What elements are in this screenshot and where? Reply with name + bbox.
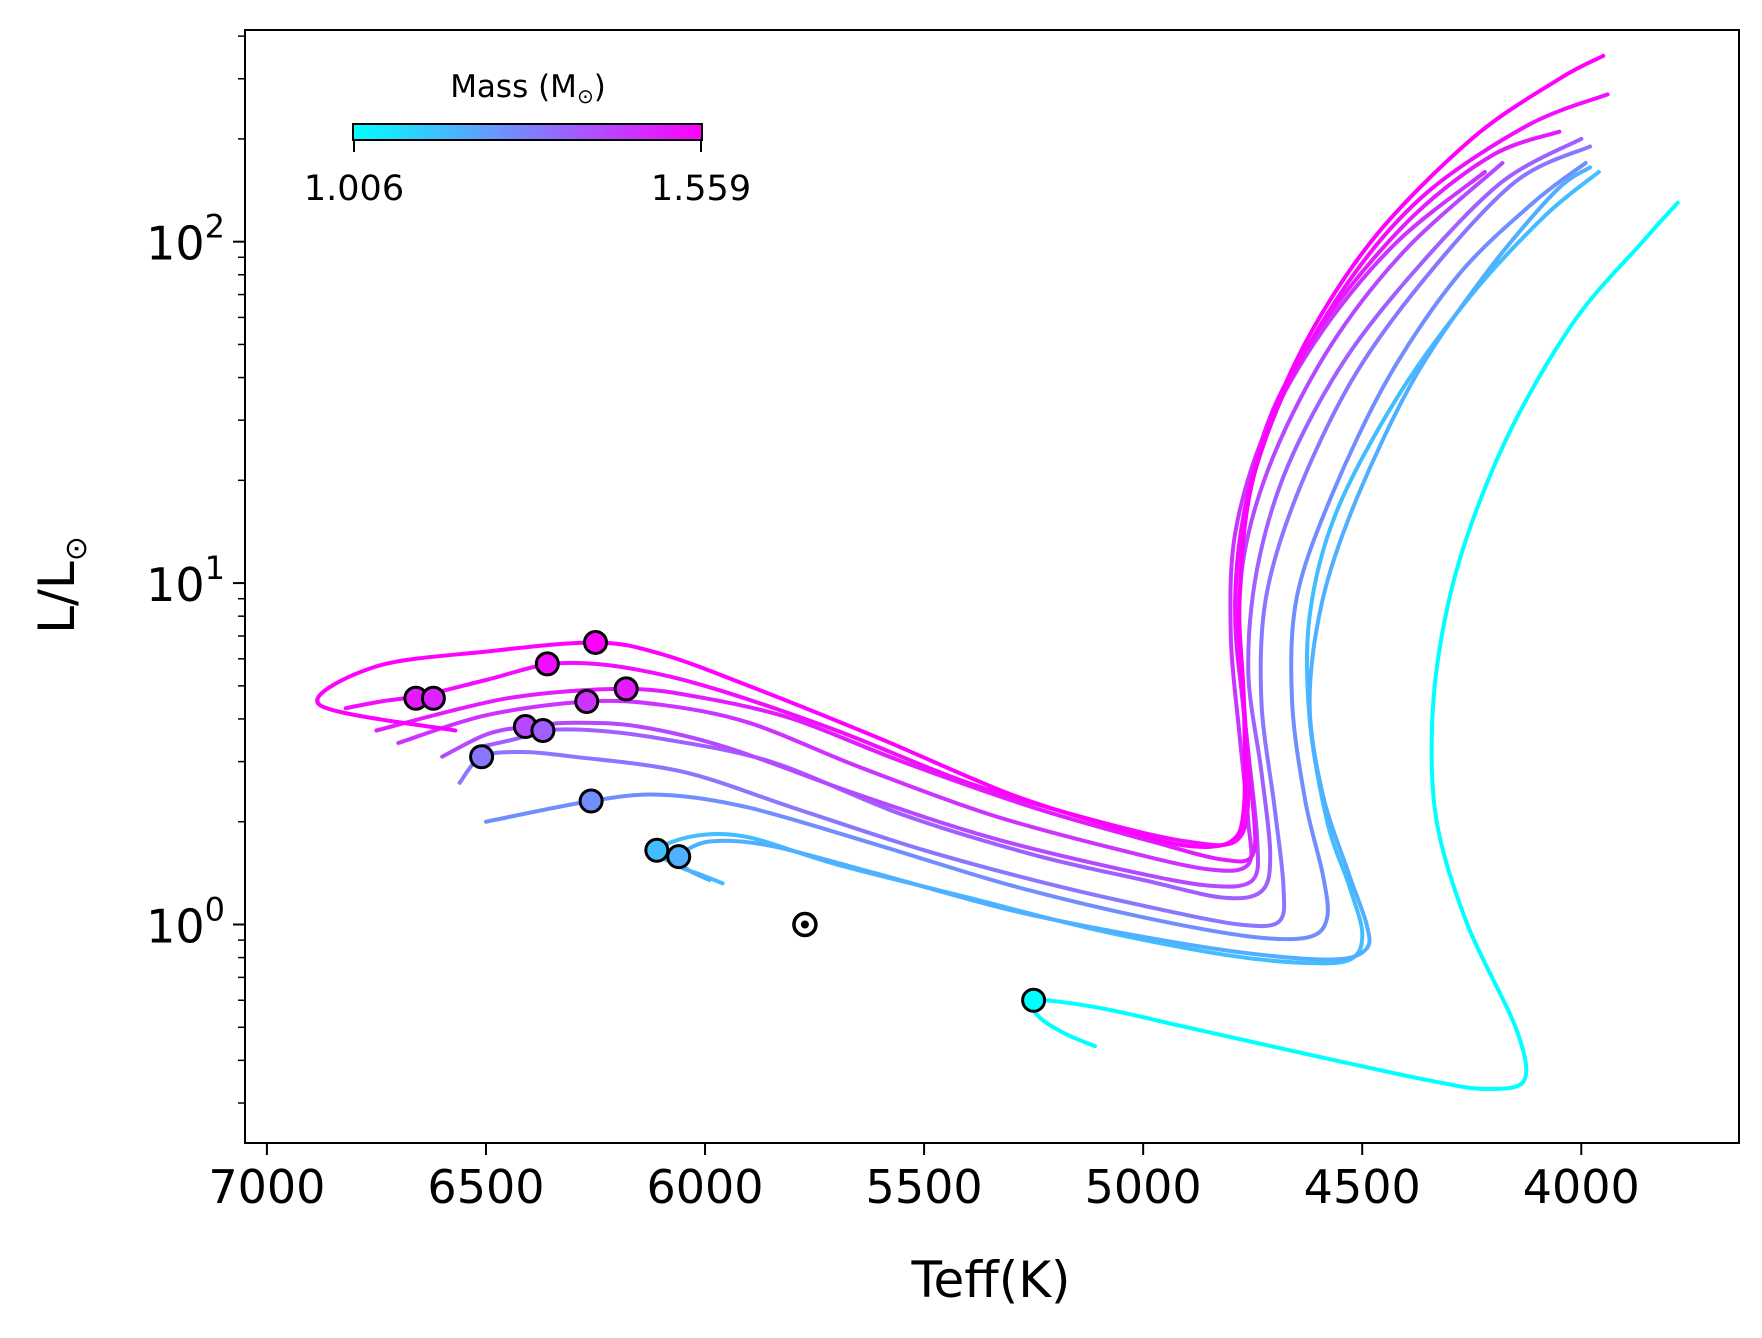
track-start-marker	[613, 676, 639, 702]
track-start-marker	[469, 744, 495, 770]
colorbar: Mass (M⊙) 1.006 1.559	[304, 69, 751, 209]
colorbar-max-label: 1.559	[651, 169, 751, 209]
x-tick-label: 5000	[1085, 1160, 1202, 1214]
track-m1.35	[475, 136, 1584, 901]
x-tick-label: 5500	[866, 1160, 983, 1214]
track-start-marker	[666, 844, 692, 870]
plot-area	[244, 29, 1740, 1144]
track-start-marker	[420, 685, 446, 711]
track-m1.40	[440, 161, 1505, 889]
colorbar-min-label: 1.006	[304, 169, 404, 209]
sun-symbol	[792, 911, 818, 938]
evolution-tracks	[315, 53, 1680, 1091]
x-tick-label: 7000	[208, 1160, 325, 1214]
x-tick-label: 4500	[1304, 1160, 1421, 1214]
y-tick-label: 101	[146, 549, 225, 612]
track-start-marker	[1021, 987, 1047, 1013]
x-tick-label: 4000	[1523, 1160, 1640, 1214]
y-tick-label: 100	[146, 890, 225, 953]
colorbar-title: Mass (M⊙)	[450, 69, 606, 108]
x-tick-label: 6500	[427, 1160, 544, 1214]
x-axis: 7000 6500 6000 5500 5000 4500 4000	[208, 1143, 1640, 1214]
track-m1.25	[484, 161, 1588, 942]
y-tick-label: 102	[146, 208, 225, 271]
track-start-marker	[574, 688, 600, 714]
track-start-marker	[582, 629, 608, 655]
track-m1.30	[457, 144, 1592, 929]
track-start-marker	[530, 718, 556, 744]
track-start-marker	[644, 837, 670, 863]
track-start-marker	[534, 651, 560, 677]
track-m1.50	[374, 129, 1562, 864]
track-m1.559	[315, 53, 1606, 849]
track-m1.18	[675, 165, 1592, 962]
track-start-marker	[578, 788, 604, 814]
start-markers	[403, 629, 1047, 1013]
y-axis: 100 101 102	[146, 35, 245, 1104]
sun-symbol-dot	[800, 920, 809, 929]
x-axis-label: Teff(K)	[910, 1251, 1070, 1309]
y-axis-label: L/L⊙	[28, 536, 94, 634]
colorbar-gradient	[352, 123, 703, 141]
x-tick-label: 6000	[646, 1160, 763, 1214]
track-m1.006	[1027, 200, 1680, 1091]
